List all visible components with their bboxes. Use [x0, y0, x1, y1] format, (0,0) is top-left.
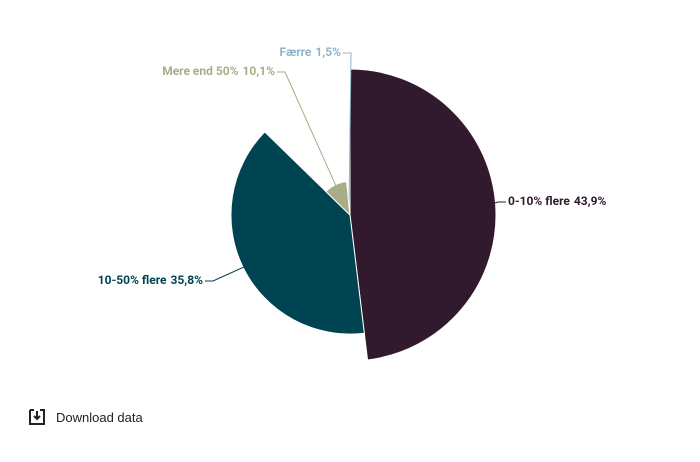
pie-slice [349, 68, 497, 361]
data-label: Færre 1,5% [280, 45, 342, 59]
chart: 0-10% flere 43,9% 10-50% flere 35,8% Mere en… [98, 45, 606, 361]
download-icon [29, 409, 45, 425]
label-value: 43,9% [574, 194, 607, 208]
label-name: Mere end 50% [162, 64, 238, 78]
data-label: Mere end 50% 10,1% [162, 64, 275, 78]
connector [343, 52, 352, 199]
data-label: 0-10% flere 43,9% [508, 194, 606, 208]
label-value: 35,8% [171, 273, 204, 287]
pie-slice [230, 131, 365, 335]
label-name: Færre [280, 45, 312, 59]
download-button[interactable]: Download data [28, 408, 143, 426]
connector [277, 71, 338, 188]
connector [205, 262, 255, 282]
label-value: 1,5% [315, 45, 341, 59]
label-name: 10-50% flere [98, 273, 167, 287]
connector [481, 201, 506, 208]
data-label: 10-50% flere 35,8% [98, 273, 203, 287]
download-label: Download data [56, 409, 143, 425]
label-value: 10,1% [243, 64, 276, 78]
label-name: 0-10% flere [508, 194, 570, 208]
